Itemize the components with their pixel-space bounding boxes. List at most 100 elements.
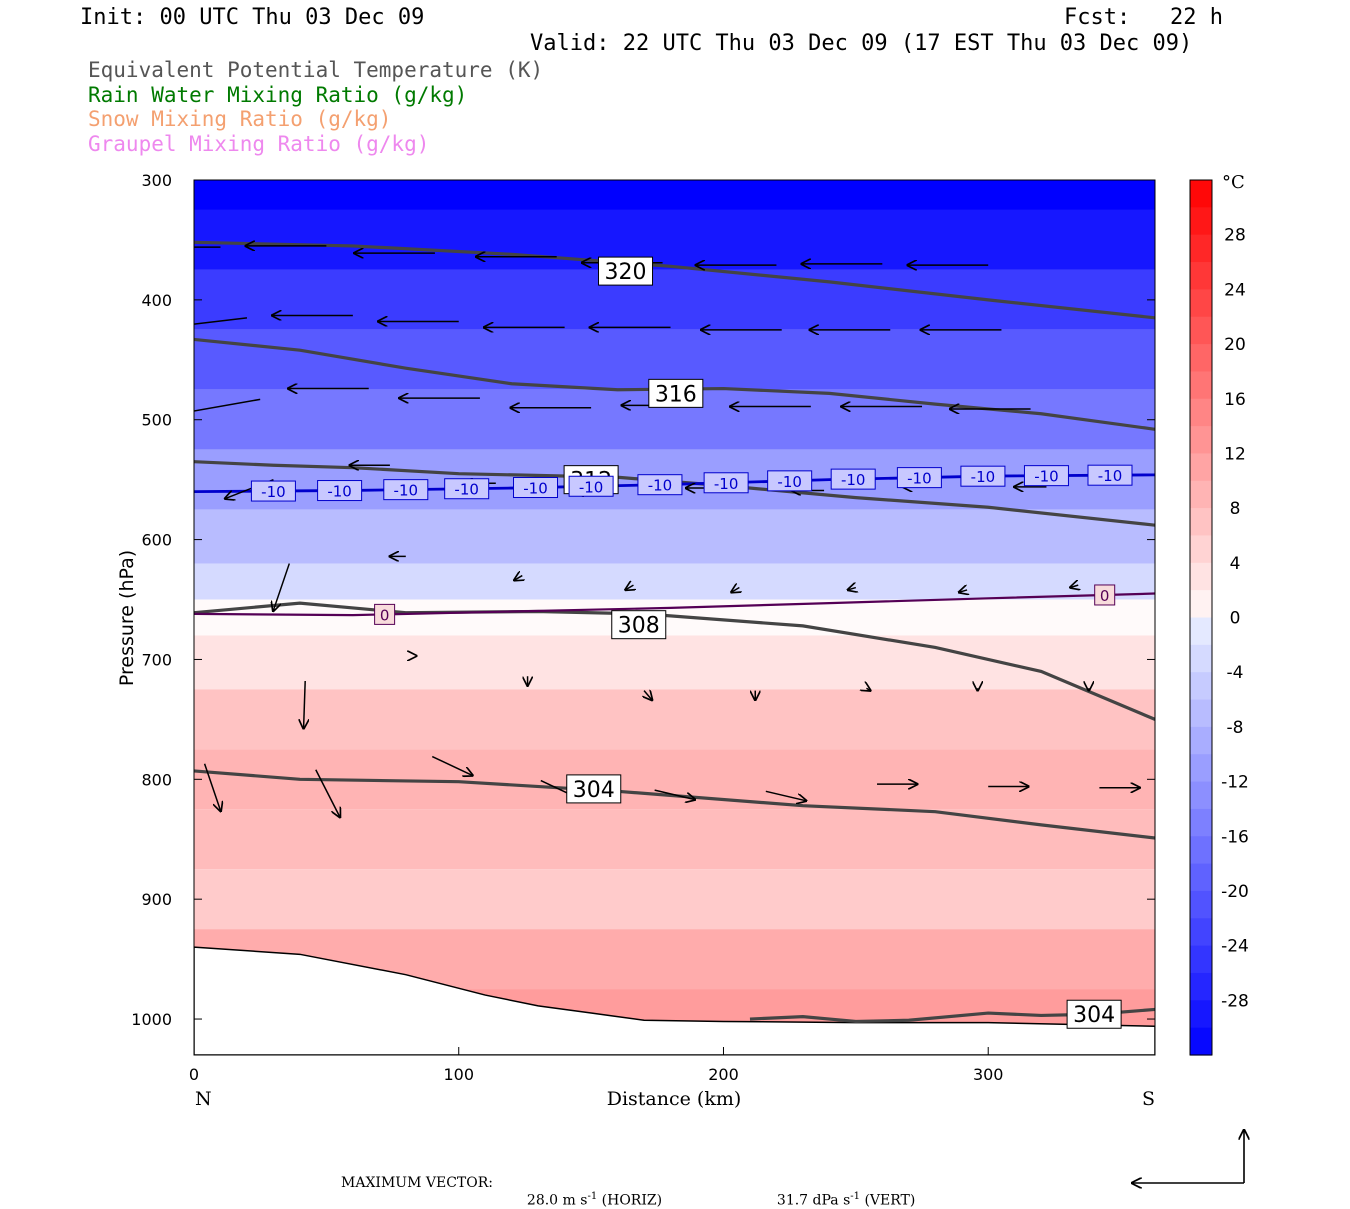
isotherm-label: -10 <box>394 482 419 500</box>
colorbar-swatch <box>1190 562 1212 591</box>
y-tick-label: 300 <box>141 171 172 190</box>
isotherm-label-box <box>703 472 749 494</box>
colorbar-tick-label: -28 <box>1221 991 1249 1011</box>
wind-vector <box>194 317 248 325</box>
colorbar-swatch <box>1190 316 1212 345</box>
isotherm-label: -10 <box>1098 467 1123 485</box>
isotherm-label-box <box>896 467 942 489</box>
colorbar-swatch <box>1190 781 1212 810</box>
wind-vector <box>765 790 806 801</box>
colorbar-tick-label: -24 <box>1221 937 1249 957</box>
x-end-right: S <box>1142 1088 1155 1110</box>
colorbar-swatch <box>1190 726 1212 755</box>
colorbar-swatch <box>1190 945 1212 974</box>
wind-vector <box>1070 585 1078 587</box>
wind-vector <box>431 755 472 776</box>
isotherm-label-box <box>250 480 296 502</box>
isotherm-label: -10 <box>579 478 604 496</box>
wind-vector <box>194 398 261 412</box>
x-axis-label: Distance (km) <box>607 1088 742 1110</box>
colorbar-swatch <box>1190 180 1212 208</box>
isotherm-label-box <box>960 465 1006 487</box>
y-tick-label: 800 <box>141 770 172 789</box>
temperature-band <box>194 209 1155 270</box>
colorbar-frame <box>1189 179 1213 1056</box>
wind-vector <box>304 681 306 729</box>
colorbar-swatch <box>1190 262 1212 290</box>
temperature-band <box>194 563 1155 600</box>
reference-vector <box>1132 1130 1244 1183</box>
colorbar-swatch <box>1190 672 1212 701</box>
isotherm-label: -10 <box>454 481 479 499</box>
isotherm-label-box <box>1023 465 1069 487</box>
y-tick-label: 700 <box>141 650 172 669</box>
temperature-band <box>194 180 1155 210</box>
colorbar-swatch <box>1190 207 1212 236</box>
y-tick-label: 500 <box>141 411 172 430</box>
colorbar-tick-label: -8 <box>1227 718 1244 738</box>
colorbar-swatch <box>1190 508 1212 537</box>
colorbar-swatch <box>1190 480 1212 509</box>
colorbar-swatch <box>1190 918 1212 947</box>
theta-e-label-box <box>611 610 667 640</box>
x-end-left: N <box>195 1088 212 1110</box>
legend-theta-e: Equivalent Potential Temperature (K) <box>88 58 544 82</box>
y-tick-label: 1000 <box>131 1010 172 1029</box>
theta-e-label-box <box>648 378 704 408</box>
theta-e-label: 320 <box>605 260 647 285</box>
x-tick-label: 0 <box>189 1065 199 1084</box>
colorbar-tick-label: 0 <box>1230 609 1241 629</box>
isotherm-label: -10 <box>907 470 932 488</box>
x-tick-label: 200 <box>708 1065 739 1084</box>
theta-e-label: 316 <box>655 382 697 407</box>
theta-e-label: 308 <box>618 614 660 639</box>
temperature-band <box>194 869 1155 930</box>
plot-frame <box>193 179 1156 1056</box>
colorbar-swatch <box>1190 836 1212 865</box>
colorbar-swatch <box>1190 890 1212 919</box>
colorbar-swatch <box>1190 590 1212 619</box>
isotherm-label: -10 <box>714 475 739 493</box>
colorbar-tick-label: 8 <box>1230 499 1241 519</box>
isotherm-label: -10 <box>523 480 548 498</box>
wind-vector <box>203 763 221 812</box>
temperature-band <box>194 689 1155 750</box>
isotherm-label-box <box>374 603 396 625</box>
isotherm-label-box <box>444 478 490 500</box>
temperature-band <box>194 269 1155 330</box>
isotherm-label: -10 <box>261 483 286 501</box>
colorbar-tick-label: 24 <box>1224 280 1246 300</box>
colorbar-swatch <box>1190 863 1212 892</box>
isotherm-label: -10 <box>1034 468 1059 486</box>
legend-rain-water: Rain Water Mixing Ratio (g/kg) <box>88 83 468 107</box>
max-vector-horiz: 28.0 m s-1 (HORIZ) <box>526 1191 663 1209</box>
y-tick-label: 600 <box>141 531 172 550</box>
wind-vector <box>514 576 522 581</box>
x-tick-label: 100 <box>443 1065 474 1084</box>
colorbar-swatch <box>1190 617 1212 646</box>
theta-e-contour <box>194 769 1155 840</box>
isotherm-label: -10 <box>327 483 352 501</box>
theta-e-contour <box>194 240 1155 320</box>
theta-e-label: 304 <box>1073 1003 1115 1028</box>
wind-vector <box>273 563 291 612</box>
isotherm-label-box <box>568 475 614 497</box>
max-vector-vert: 31.7 dPa s-1 (VERT) <box>776 1191 916 1209</box>
x-tick-label: 300 <box>973 1065 1004 1084</box>
colorbar-swatch <box>1190 426 1212 455</box>
temperature-band <box>194 509 1155 564</box>
temperature-band <box>194 809 1155 870</box>
colorbar-tick-label: 28 <box>1224 226 1246 246</box>
isotherm-label-box <box>1094 584 1116 606</box>
forecast-hour: Fcst: 22 h <box>1064 5 1223 30</box>
colorbar-swatch <box>1190 1000 1212 1029</box>
isotherm-label: -10 <box>648 477 673 495</box>
isotherm-label: -10 <box>841 471 866 489</box>
y-tick-label: 900 <box>141 890 172 909</box>
valid-time: Valid: 22 UTC Thu 03 Dec 09 (17 EST Thu … <box>530 31 1193 56</box>
isotherm-label-box <box>637 474 683 496</box>
colorbar-tick-label: 4 <box>1230 554 1241 574</box>
colorbar-tick-label: -4 <box>1227 663 1244 683</box>
colorbar-tick-label: -16 <box>1221 827 1249 847</box>
wind-vector <box>315 769 340 818</box>
